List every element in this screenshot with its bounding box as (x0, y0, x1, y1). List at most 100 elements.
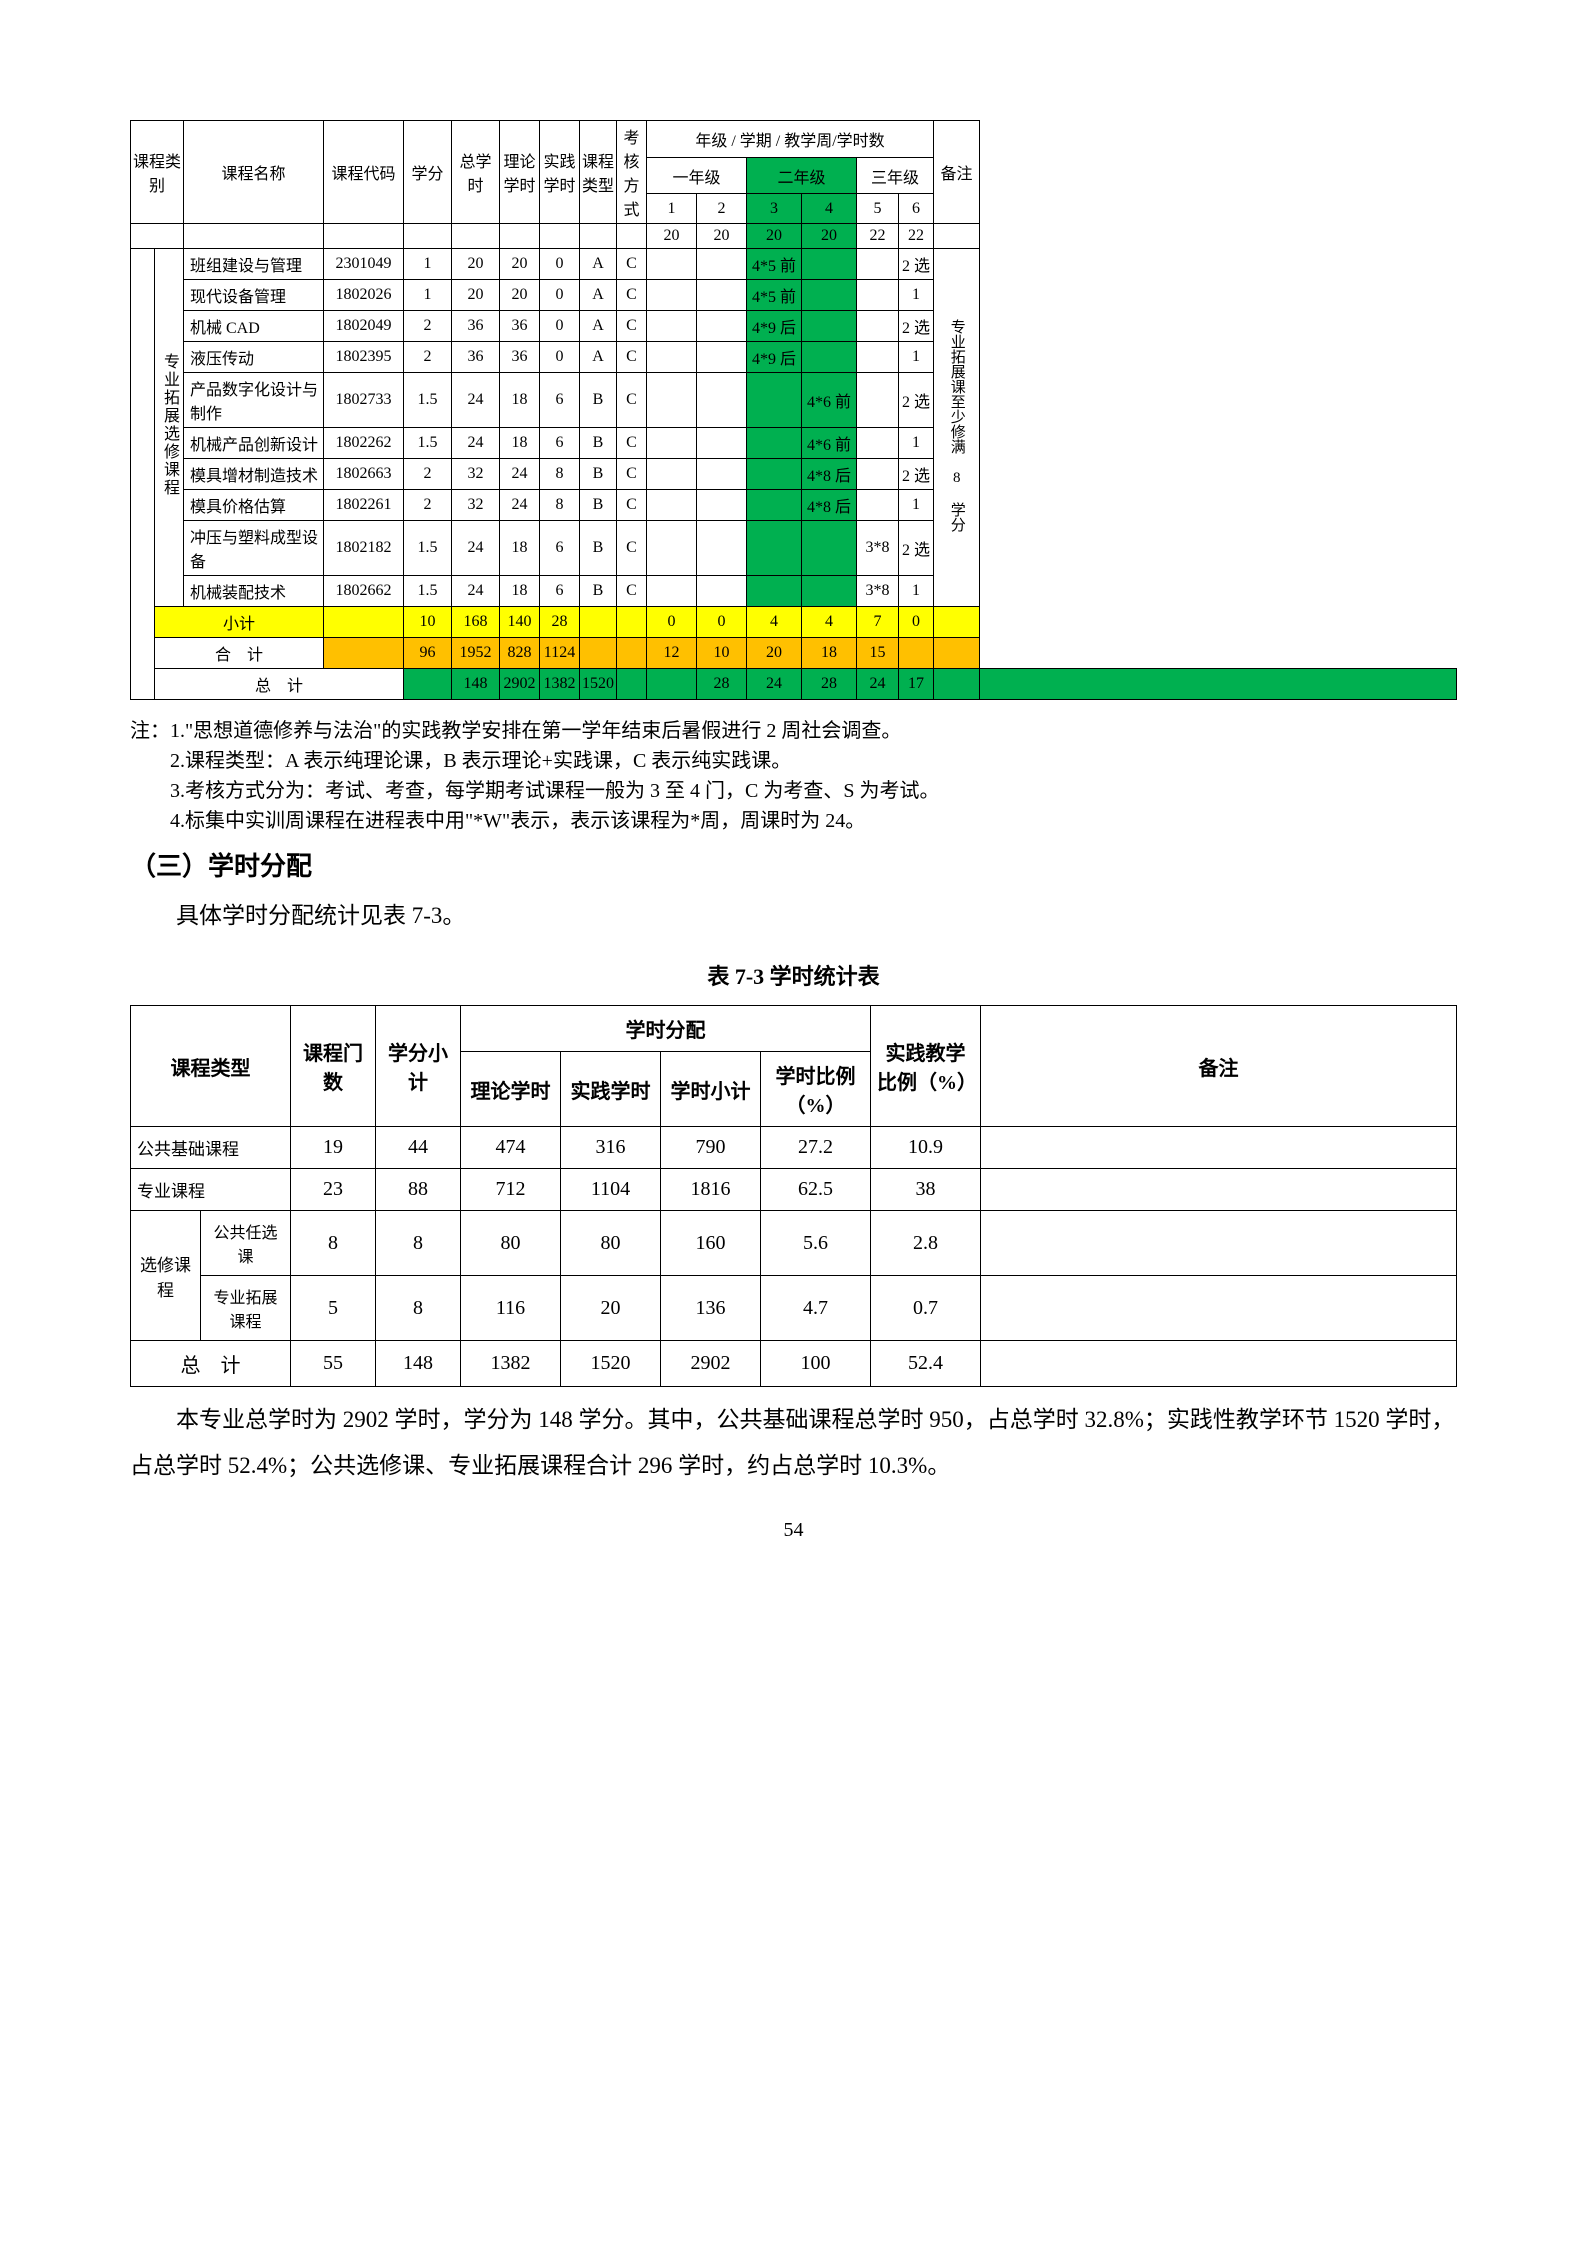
total: 24 (452, 521, 500, 576)
t2-theory: 712 (461, 1169, 561, 1211)
t2-type: 专业课程 (131, 1169, 291, 1211)
note-2: 2.课程类型：A 表示纯理论课，B 表示理论+实践课，C 表示纯实践课。 (130, 746, 1457, 776)
s3: 4*9 后 (747, 311, 802, 342)
course-name: 冲压与塑料成型设备 (184, 521, 324, 576)
ctype: B (580, 576, 617, 607)
table-row: 模具增材制造技术1802663232248BC4*8 后2 选 (131, 459, 1457, 490)
remark-vert: 专业拓展课至少修满 8 学分 (934, 249, 980, 607)
s6: 1 (899, 342, 934, 373)
section-3-intro: 具体学时分配统计见表 7-3。 (130, 893, 1457, 939)
course-name: 现代设备管理 (184, 280, 324, 311)
s6: 2 选 (899, 311, 934, 342)
ctype: B (580, 490, 617, 521)
h-w5: 22 (857, 224, 899, 249)
theory: 20 (500, 280, 540, 311)
h2-hoursdist: 学时分配 (461, 1006, 871, 1052)
h-w3: 20 (747, 224, 802, 249)
course-code: 1802182 (324, 521, 404, 576)
s1 (647, 490, 697, 521)
t2-s4: 24 (857, 669, 899, 700)
table-row: 专业拓展课程58116201364.70.7 (131, 1276, 1457, 1341)
theory: 24 (500, 459, 540, 490)
t2-pratio: 10.9 (871, 1127, 981, 1169)
etype: C (617, 311, 647, 342)
s3 (747, 459, 802, 490)
t2-theory: 1382 (540, 669, 580, 700)
ctype: A (580, 249, 617, 280)
summary-paragraph: 本专业总学时为 2902 学时，学分为 148 学分。其中，公共基础课程总学时 … (130, 1397, 1457, 1489)
h2-practice: 实践学时 (561, 1052, 661, 1127)
total1-row: 合 计96195282811241210201815 (131, 638, 1457, 669)
s3: 4*5 前 (747, 280, 802, 311)
ctype: B (580, 373, 617, 428)
practice: 6 (540, 373, 580, 428)
table-row: 选修课程公共任选课8880801605.62.8 (131, 1211, 1457, 1276)
t1-credits: 96 (404, 638, 452, 669)
h2-subtotal: 学时小计 (661, 1052, 761, 1127)
h2-credits: 学分小计 (376, 1006, 461, 1127)
t2-count: 19 (291, 1127, 376, 1169)
s5 (857, 373, 899, 428)
table-row: 机械产品创新设计18022621.524186BC4*6 前1 (131, 428, 1457, 459)
h2-type: 课程类型 (131, 1006, 291, 1127)
t1-practice: 1124 (540, 638, 580, 669)
credits: 1.5 (404, 521, 452, 576)
credits: 2 (404, 342, 452, 373)
t2-subtotal: 1816 (661, 1169, 761, 1211)
t2-subtotal: 136 (661, 1276, 761, 1341)
practice: 6 (540, 428, 580, 459)
practice: 0 (540, 249, 580, 280)
s2 (697, 280, 747, 311)
t2-pratio: 2.8 (871, 1211, 981, 1276)
total1-label: 合 计 (155, 638, 324, 669)
t2-practice: 1520 (561, 1341, 661, 1387)
s1 (647, 311, 697, 342)
t2-theory: 1382 (461, 1341, 561, 1387)
total: 20 (452, 280, 500, 311)
ctype: B (580, 459, 617, 490)
total: 24 (452, 428, 500, 459)
t2-credits: 148 (376, 1341, 461, 1387)
s5: 3*8 (857, 576, 899, 607)
h-s3: 3 (747, 194, 802, 224)
credits: 1.5 (404, 576, 452, 607)
etype: C (617, 576, 647, 607)
s1 (647, 373, 697, 428)
s4 (802, 280, 857, 311)
table-row: 冲压与塑料成型设备18021821.524186BC3*82 选 (131, 521, 1457, 576)
s5 (857, 490, 899, 521)
ctype: B (580, 521, 617, 576)
h2-pratio: 实践教学比例（%） (871, 1006, 981, 1127)
st-s3: 4 (747, 607, 802, 638)
theory: 24 (500, 490, 540, 521)
t2-ratio: 4.7 (761, 1276, 871, 1341)
total: 24 (452, 373, 500, 428)
credits: 2 (404, 490, 452, 521)
t1-theory: 828 (500, 638, 540, 669)
t2-s1: 28 (697, 669, 747, 700)
t1-s5: 15 (857, 638, 899, 669)
total: 20 (452, 249, 500, 280)
t2-count: 8 (291, 1211, 376, 1276)
t1-s1: 12 (647, 638, 697, 669)
s4: 4*6 前 (802, 428, 857, 459)
course-code: 1802663 (324, 459, 404, 490)
etype: C (617, 342, 647, 373)
total2-label: 总 计 (155, 669, 404, 700)
subcategory-vert: 专业拓展选修课程 (155, 249, 184, 607)
h2-ratio: 学时比例（%） (761, 1052, 871, 1127)
s2 (697, 428, 747, 459)
s2 (697, 521, 747, 576)
t2-credits: 148 (452, 669, 500, 700)
course-code: 1802262 (324, 428, 404, 459)
s5 (857, 428, 899, 459)
t2-theory: 80 (461, 1211, 561, 1276)
hours-stats-table: 课程类型 课程门数 学分小计 学时分配 实践教学比例（%） 备注 理论学时 实践… (130, 1005, 1457, 1387)
section-3-title: （三）学时分配 (130, 846, 1457, 883)
total: 32 (452, 490, 500, 521)
t2-credits: 8 (376, 1211, 461, 1276)
s3 (747, 576, 802, 607)
t2-subtype: 公共任选课 (201, 1211, 291, 1276)
total: 32 (452, 459, 500, 490)
credits: 1 (404, 249, 452, 280)
